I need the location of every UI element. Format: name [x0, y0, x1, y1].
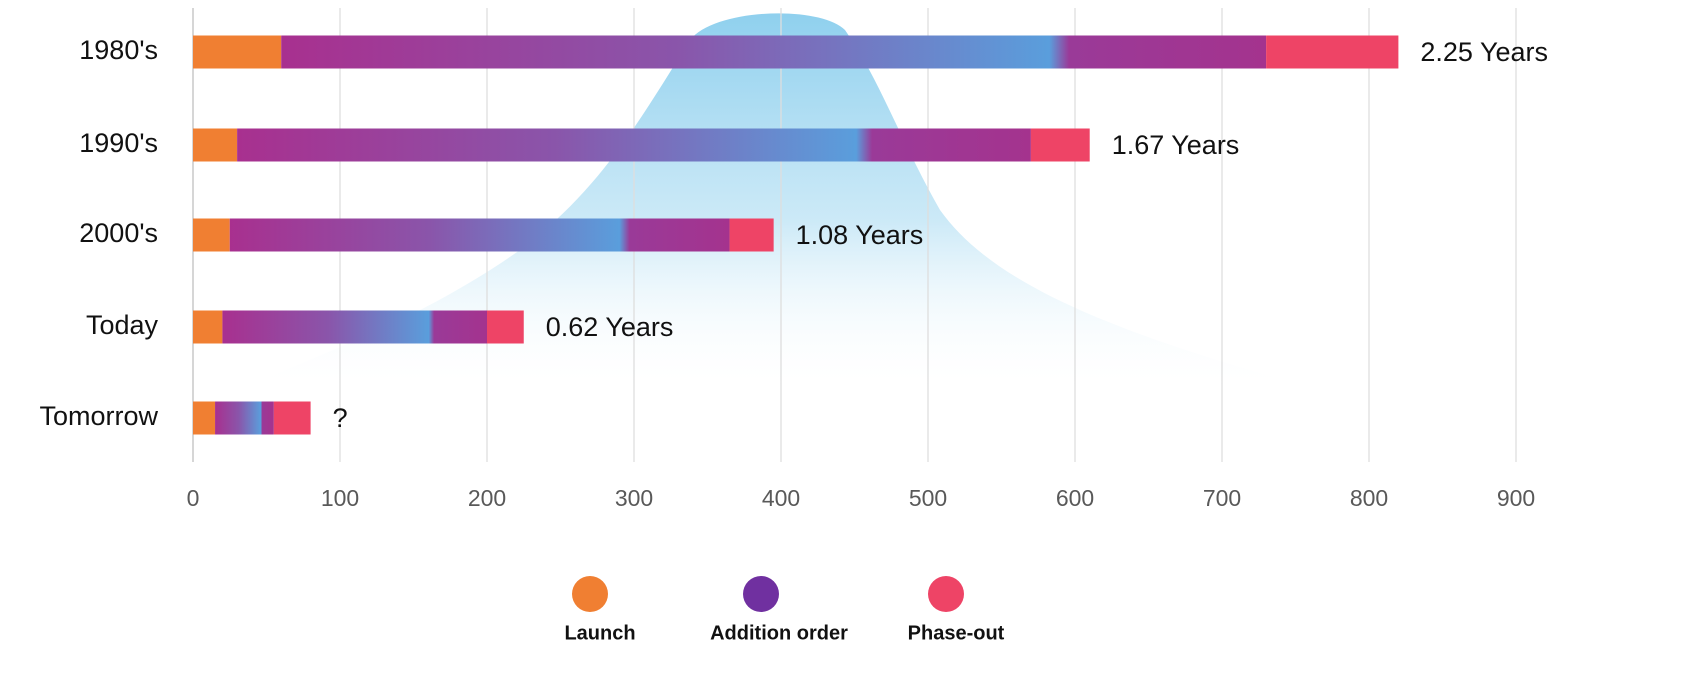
bar-segment [193, 218, 230, 252]
x-tick-label: 0 [187, 485, 200, 511]
x-tick-label: 600 [1056, 485, 1094, 511]
x-tick-label: 700 [1203, 485, 1241, 511]
total-label: 1.67 Years [1112, 130, 1240, 160]
total-label: 0.62 Years [546, 312, 674, 342]
total-label: 2.25 Years [1420, 37, 1548, 67]
x-tick-label: 300 [615, 485, 653, 511]
category-label: 2000's [79, 218, 158, 248]
legend-label: Launch [564, 622, 635, 644]
total-label: 1.08 Years [796, 220, 924, 250]
bar-segment [222, 310, 487, 344]
x-tick-label: 400 [762, 485, 800, 511]
bar-segment [281, 35, 1267, 69]
x-tick-label: 900 [1497, 485, 1535, 511]
x-tick-label: 100 [321, 485, 359, 511]
bar-segment [193, 128, 238, 162]
legend-label: Phase-out [908, 622, 1005, 644]
category-label: 1990's [79, 128, 158, 158]
category-label: Tomorrow [39, 401, 158, 431]
x-tick-label: 200 [468, 485, 506, 511]
bar-segment [273, 401, 311, 435]
bar-segment [229, 218, 730, 252]
category-label: 1980's [79, 35, 158, 65]
bar-segment [729, 218, 774, 252]
bell-curve [250, 13, 1320, 390]
bar-segment [215, 401, 274, 435]
total-label: ? [333, 403, 348, 433]
legend-swatch [928, 576, 964, 612]
x-tick-label: 500 [909, 485, 947, 511]
legend-swatch [743, 576, 779, 612]
x-tick-label: 800 [1350, 485, 1388, 511]
bar-segment [1266, 35, 1399, 69]
legend-label: Addition order [710, 622, 848, 644]
bar-segment [237, 128, 1031, 162]
bar-segment [193, 310, 223, 344]
bar-segment [193, 401, 216, 435]
bar-segment [487, 310, 524, 344]
bar-segment [193, 35, 282, 69]
legend-swatch [572, 576, 608, 612]
category-label: Today [86, 310, 159, 340]
bar-segment [1030, 128, 1090, 162]
